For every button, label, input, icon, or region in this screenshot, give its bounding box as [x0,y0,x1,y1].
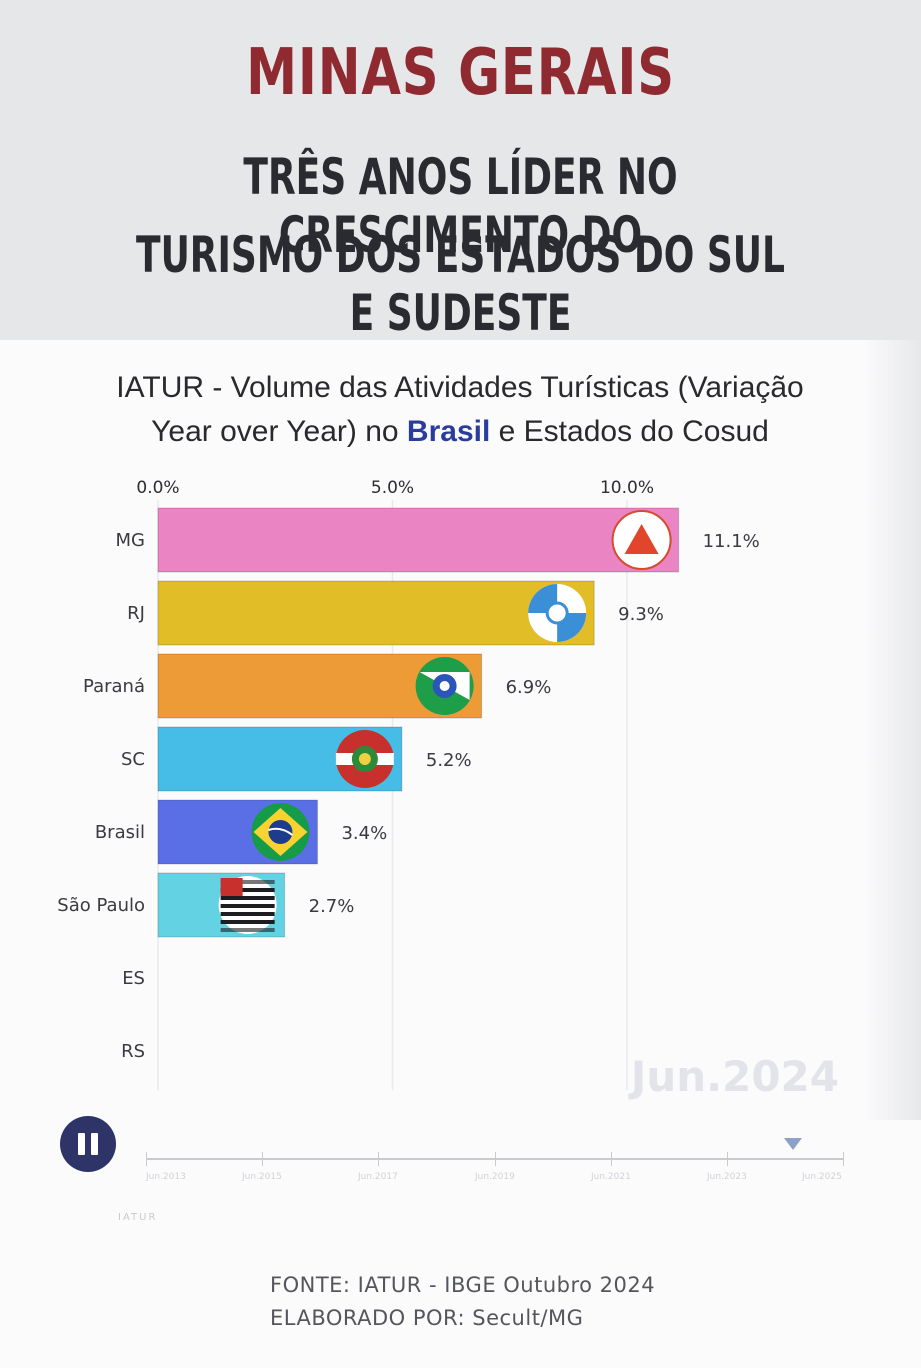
category-label: Paraná [83,676,145,697]
mg-flag-icon [611,510,672,570]
chart-title-line-2: Year over Year) no Brasil e Estados do C… [151,415,769,448]
timeline-tick [146,1152,147,1166]
timeline-tick [262,1152,263,1166]
page-subtitle-line-2: TURISMO DOS ESTADOS DO SUL E SUDESTE [136,226,785,342]
category-label: ES [122,968,145,989]
timeline-tick [727,1152,728,1166]
chart-title-highlight: Brasil [406,415,491,448]
timeline-label: Jun.2023 [707,1172,747,1182]
x-tick-label: 5.0% [371,478,414,498]
rj-flag-icon [528,584,587,642]
x-tick-label: 0.0% [136,478,179,498]
category-label: Brasil [95,822,145,843]
timeline-slider[interactable]: Jun.2013 Jun.2015 Jun.2017 Jun.2019 Jun.2021… [146,1138,844,1190]
pause-button[interactable] [60,1116,116,1172]
value-label: 9.3% [618,604,664,625]
timeline-label: Jun.2013 [146,1172,186,1182]
parana-flag-icon [415,657,474,715]
page-title: MINAS GERAIS [246,36,675,110]
chart-title: IATUR - Volume das Atividades Turísticas… [20,366,900,454]
source-text: FONTE: IATUR - IBGE Outubro 2024 [270,1273,656,1297]
value-label: 5.2% [426,750,472,771]
pause-icon [78,1133,85,1155]
timeline-label: Jun.2021 [591,1172,631,1182]
period-label: Jun.2024 [630,1052,839,1101]
timeline-tick [843,1152,844,1166]
timeline-label: Jun.2017 [358,1172,398,1182]
bar [157,580,595,646]
author-text: ELABORADO POR: Secult/MG [270,1306,584,1330]
timeline-label: Jun.2019 [475,1172,515,1182]
sao-paulo-flag-icon [218,876,277,934]
brand-watermark: IATUR [118,1212,158,1223]
timeline-label: Jun.2015 [242,1172,282,1182]
brasil-flag-icon [251,803,310,861]
chart-title-line-1: IATUR - Volume das Atividades Turísticas… [116,371,804,404]
card-shadow [863,340,921,1120]
value-label: 2.7% [309,896,355,917]
sc-flag-icon [335,730,394,788]
timeline-label: Jun.2025 [802,1172,842,1182]
timeline-tick [611,1152,612,1166]
x-tick-label: 10.0% [600,478,654,498]
value-label: 6.9% [506,677,552,698]
timeline-tick [378,1152,379,1166]
category-label: RJ [127,603,145,624]
category-label: SC [121,749,145,770]
bar [157,507,680,573]
category-label: MG [116,530,145,551]
page-subtitle-line-1: TRÊS ANOS LÍDER NO CRESCIMENTO DO [243,148,678,264]
pause-icon-bar [91,1133,98,1155]
timeline-tick [495,1152,496,1166]
timeline-handle[interactable] [784,1138,802,1150]
category-label: RS [121,1041,145,1062]
category-label: São Paulo [57,895,145,916]
value-label: 11.1% [703,531,760,552]
value-label: 3.4% [341,823,387,844]
bar-chart: 0.0% 5.0% 10.0% MG 11.1% RJ 9.3% Paraná 6.9% SC 5.… [57,478,760,1090]
